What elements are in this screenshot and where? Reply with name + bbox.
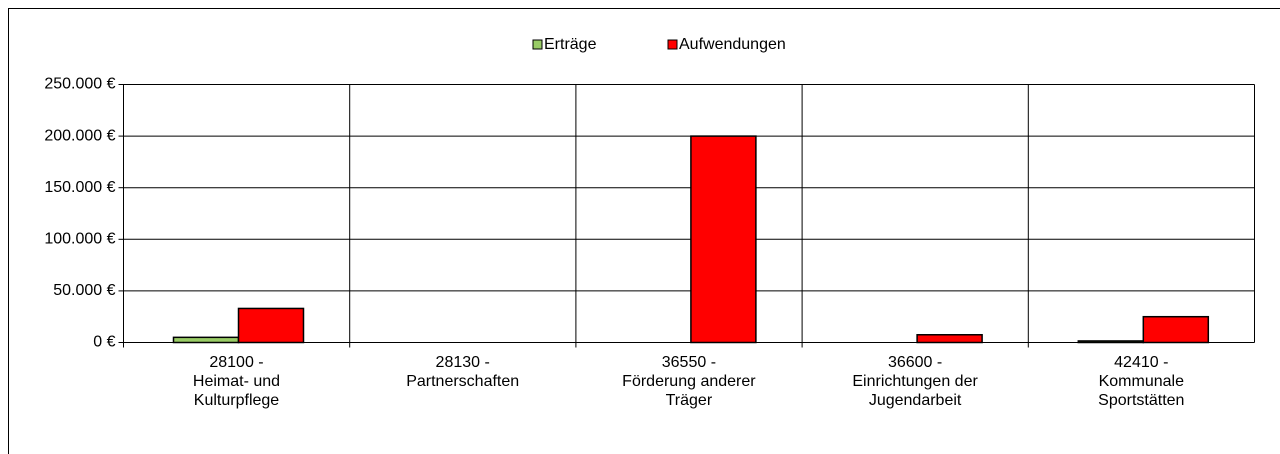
- y-tick-label: 50.000 €: [53, 282, 115, 299]
- bar: [690, 135, 757, 344]
- x-tick-label: 28100 - Heimat- und Kulturpflege: [192, 353, 281, 409]
- legend-label: Aufwendungen: [679, 36, 786, 53]
- legend-label: Erträge: [544, 36, 597, 53]
- y-tick-label: 150.000 €: [44, 179, 115, 196]
- y-tick-label: 200.000 €: [44, 127, 115, 144]
- x-tick-label: 36550 - Förderung anderer Träger: [622, 353, 756, 409]
- y-tick-label: 0 €: [93, 334, 115, 351]
- bar: [1142, 315, 1210, 344]
- x-tick-label: 28130 - Partnerschaften: [406, 353, 520, 390]
- bar: [237, 307, 305, 344]
- chart-border: [8, 8, 1280, 454]
- y-tick-label: 250.000 €: [44, 76, 115, 93]
- bar: [916, 334, 983, 344]
- x-tick-label: 36600 - Einrichtungen der Jugendarbeit: [852, 353, 978, 409]
- x-tick-label: 42410 - Kommunale Sportstätten: [1098, 353, 1185, 409]
- legend-swatch: [667, 39, 678, 50]
- y-tick-label: 100.000 €: [44, 231, 115, 248]
- bar: [172, 336, 240, 344]
- legend-swatch: [532, 39, 543, 50]
